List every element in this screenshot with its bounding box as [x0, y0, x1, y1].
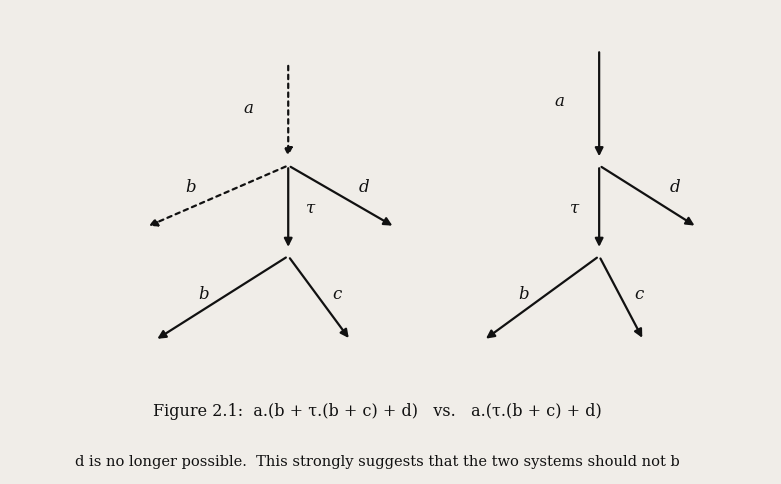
Text: c: c — [333, 286, 342, 302]
Text: d is no longer possible.  This strongly suggests that the two systems should not: d is no longer possible. This strongly s… — [75, 454, 679, 469]
Text: b: b — [519, 286, 529, 302]
Text: a: a — [555, 93, 564, 110]
Text: d: d — [669, 179, 680, 196]
Text: c: c — [634, 286, 644, 302]
Text: Figure 2.1:  a.(b + τ.(b + c) + d)   vs.   a.(τ.(b + c) + d): Figure 2.1: a.(b + τ.(b + c) + d) vs. a.… — [152, 403, 601, 421]
Text: b: b — [185, 179, 196, 196]
Text: a: a — [244, 100, 253, 117]
Text: b: b — [198, 286, 209, 302]
Text: d: d — [358, 179, 369, 196]
Text: τ: τ — [569, 199, 579, 216]
Text: τ: τ — [306, 199, 315, 216]
